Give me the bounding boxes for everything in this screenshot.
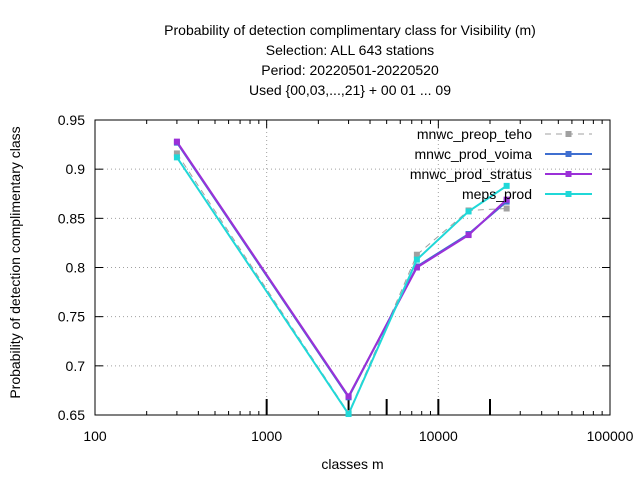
data-point bbox=[173, 150, 180, 157]
legend-label: meps_prod bbox=[462, 186, 532, 202]
x-axis: 100 1000 10000 100000 bbox=[83, 120, 634, 444]
series-mnwc_preop_teho bbox=[173, 150, 510, 417]
plot-frame bbox=[94, 119, 611, 416]
x-tick-label: 10000 bbox=[419, 428, 458, 444]
data-point bbox=[465, 232, 472, 239]
y-tick-label: 0.95 bbox=[58, 112, 85, 128]
y-tick-label: 0.8 bbox=[66, 260, 86, 276]
y-tick-label: 0.85 bbox=[58, 210, 85, 226]
legend-marker bbox=[565, 171, 572, 177]
legend-item: meps_prod bbox=[462, 186, 592, 202]
data-point bbox=[503, 182, 510, 189]
data-point bbox=[413, 251, 420, 258]
legend: mnwc_preop_teho mnwc_prod_voima mnwc_prod_… bbox=[410, 126, 592, 202]
chart-title: Probability of detection complimentary c… bbox=[164, 22, 536, 98]
title-line: Period: 20220501-20220520 bbox=[261, 62, 439, 78]
legend-label: mnwc_prod_stratus bbox=[410, 166, 532, 182]
legend-item: mnwc_prod_stratus bbox=[410, 166, 592, 182]
data-point bbox=[413, 256, 420, 263]
legend-label: mnwc_preop_teho bbox=[417, 126, 532, 142]
legend-marker bbox=[565, 151, 572, 157]
grid bbox=[95, 120, 610, 415]
legend-marker bbox=[565, 131, 572, 137]
legend-item: mnwc_preop_teho bbox=[417, 126, 592, 142]
data-point bbox=[173, 154, 180, 161]
y-tick-label: 0.65 bbox=[58, 407, 85, 423]
title-line: Selection: ALL 643 stations bbox=[266, 42, 434, 58]
y-tick-label: 0.9 bbox=[66, 161, 86, 177]
y-axis: 0.65 0.7 0.75 0.8 0.85 0.9 0.95 bbox=[58, 112, 610, 423]
x-tick-label: 100000 bbox=[587, 428, 634, 444]
data-point bbox=[503, 196, 510, 203]
data-point bbox=[345, 411, 352, 418]
series-mnwc_prod_stratus bbox=[173, 138, 510, 400]
data-point bbox=[413, 264, 420, 271]
legend-marker bbox=[565, 191, 572, 197]
x-tick-label: 100 bbox=[83, 428, 107, 444]
y-axis-label: Probability of detection complimentary c… bbox=[7, 126, 23, 398]
data-point bbox=[503, 205, 510, 212]
data-point bbox=[173, 138, 180, 145]
series-meps_prod bbox=[173, 154, 510, 418]
legend-item: mnwc_prod_voima bbox=[415, 146, 592, 162]
data-point bbox=[465, 208, 472, 215]
series-line bbox=[176, 156, 508, 417]
data-point bbox=[345, 393, 352, 400]
series-line bbox=[176, 153, 507, 415]
title-line: Probability of detection complimentary c… bbox=[164, 22, 536, 38]
class-markers bbox=[265, 399, 492, 415]
title-line: Used {00,03,...,21} + 00 01 ... 09 bbox=[249, 82, 451, 98]
x-tick-label: 1000 bbox=[251, 428, 282, 444]
y-tick-label: 0.75 bbox=[58, 309, 85, 325]
y-tick-label: 0.7 bbox=[66, 358, 86, 374]
legend-label: mnwc_prod_voima bbox=[415, 146, 533, 162]
x-axis-label: classes m bbox=[321, 456, 383, 472]
series bbox=[173, 138, 510, 418]
